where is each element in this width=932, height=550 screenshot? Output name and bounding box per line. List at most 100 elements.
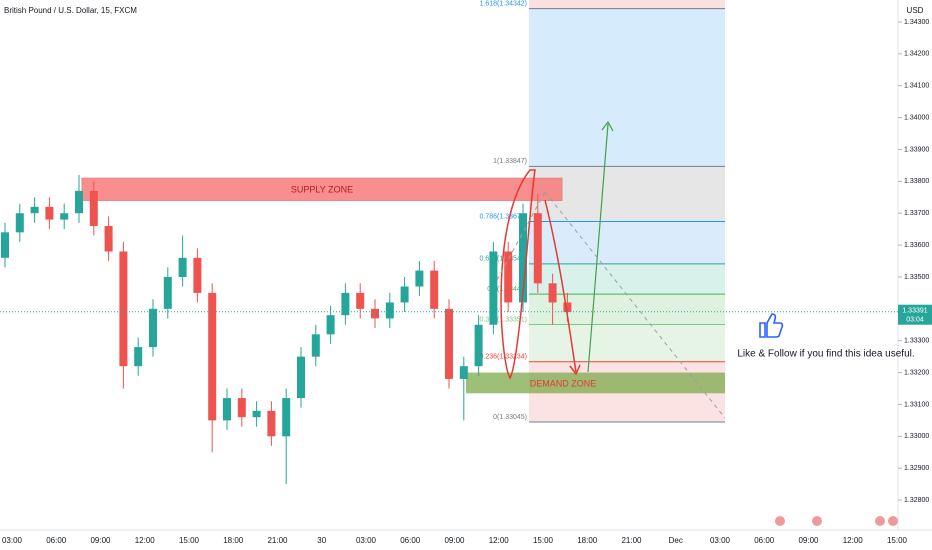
- candle-body: [371, 308, 379, 319]
- zone-label: DEMAND ZONE: [530, 378, 597, 388]
- dashed-trend: [496, 191, 546, 281]
- candle-body: [30, 206, 39, 214]
- time-tick-label: 15:00: [179, 536, 200, 545]
- price-tick-label: 1.34000: [904, 114, 929, 121]
- candle-body: [311, 334, 320, 357]
- price-tick-label: 1.33500: [904, 274, 929, 281]
- candle-body: [89, 190, 98, 226]
- candle-body: [341, 292, 350, 316]
- green-arrow: [587, 123, 609, 373]
- fib-label: 0.786(1.33674): [480, 213, 527, 220]
- fib-label: 1(1.33847): [493, 158, 527, 165]
- time-tick-label: 18:00: [223, 536, 244, 545]
- last-price-label: 1.33391: [902, 308, 927, 315]
- countdown-label: 03:04: [906, 317, 924, 324]
- fib-band-top: [529, 0, 725, 9]
- fib-label: 0.236(1.33234): [480, 354, 527, 361]
- green-arrow-head: [601, 120, 614, 132]
- candle-body: [385, 302, 394, 319]
- price-tick-label: 1.33700: [904, 210, 929, 217]
- last-price-tag: [898, 304, 932, 325]
- symbol-title: British Pound / U.S. Dollar, 15, FXCM: [4, 6, 137, 15]
- time-tick-label: 15:00: [887, 536, 908, 545]
- time-tick-label: 03:00: [710, 536, 731, 545]
- price-tick-label: 1.33000: [904, 433, 929, 440]
- candle-body: [134, 347, 143, 367]
- candle-body: [163, 276, 172, 309]
- candle-body: [282, 398, 291, 437]
- candle-body: [1, 232, 9, 258]
- time-tick-label: 21:00: [267, 536, 288, 545]
- zone: [466, 372, 725, 394]
- candle-body: [45, 206, 54, 220]
- zone-label: SUPPLY ZONE: [291, 185, 353, 195]
- fib-band: [529, 263, 725, 295]
- candle-body: [445, 308, 453, 379]
- event-icons: [775, 516, 898, 526]
- candle-body: [149, 308, 157, 348]
- candle-body: [533, 213, 542, 284]
- time-tick-label: 12:00: [135, 536, 156, 545]
- candle-body: [119, 251, 128, 367]
- time-tick-label: 06:00: [754, 536, 775, 545]
- time-tick-label: 06:00: [46, 536, 67, 545]
- candle-body: [400, 286, 409, 303]
- fib-band: [529, 221, 725, 264]
- time-tick-label: 09:00: [444, 536, 465, 545]
- time-tick-label: 15:00: [533, 536, 554, 545]
- price-tick-label: 1.33200: [904, 369, 929, 376]
- thumbs-up-icon: [759, 313, 784, 338]
- follow-note: Like & Follow if you find this idea usef…: [737, 349, 914, 360]
- fib-label: 0.382(1.33351): [480, 316, 527, 323]
- candle-body: [104, 225, 113, 252]
- price-tick-label: 1.34300: [904, 19, 929, 26]
- candle-body: [519, 213, 527, 303]
- price-tick-label: 1.33100: [904, 401, 929, 408]
- candle-body: [548, 283, 557, 303]
- time-tick-label: 30: [317, 536, 326, 545]
- time-tick-label: Dec: [669, 536, 683, 545]
- price-tick-label: 1.33600: [904, 242, 929, 249]
- time-tick-label: 18:00: [577, 536, 598, 545]
- candle-body: [563, 302, 572, 313]
- time-tick-label: 12:00: [489, 536, 510, 545]
- price-tick-label: 1.34100: [904, 83, 929, 90]
- candle-body: [252, 410, 261, 418]
- fib-label: 1.618(1.34342): [480, 0, 527, 7]
- candle-body: [489, 251, 498, 325]
- fib-band: [529, 324, 725, 362]
- price-tick-label: 1.33300: [904, 338, 929, 345]
- candle-body: [430, 270, 439, 309]
- fib-label: 0(1.33045): [493, 414, 527, 421]
- candle-body: [60, 213, 69, 220]
- time-tick-label: 09:00: [90, 536, 111, 545]
- price-tick-label: 1.33800: [904, 178, 929, 185]
- time-tick-label: 12:00: [843, 536, 864, 545]
- candle-body: [297, 356, 305, 399]
- candle-body: [193, 257, 202, 293]
- candle-body: [267, 410, 276, 437]
- candle-body: [15, 213, 24, 233]
- price-tick-label: 1.33900: [904, 146, 929, 153]
- dashed-projection: [544, 191, 726, 419]
- candle-body: [237, 398, 246, 418]
- candle-body: [178, 257, 187, 277]
- time-tick-label: 03:00: [2, 536, 23, 545]
- currency-label: USD: [907, 6, 924, 15]
- time-tick-label: 03:00: [356, 536, 377, 545]
- candle-body: [356, 292, 365, 309]
- time-tick-label: 06:00: [400, 536, 421, 545]
- red-arrow: [544, 199, 577, 373]
- candle-body: [504, 251, 513, 303]
- time-tick-label: 09:00: [798, 536, 819, 545]
- candle-body: [459, 366, 468, 379]
- candle-body: [75, 190, 83, 214]
- red-ellipse: [500, 169, 536, 380]
- candle-body: [326, 315, 335, 335]
- red-arrow-head: [569, 364, 581, 376]
- fib-band: [529, 294, 725, 325]
- candle-body: [208, 292, 217, 421]
- price-tick-label: 1.32900: [904, 465, 929, 472]
